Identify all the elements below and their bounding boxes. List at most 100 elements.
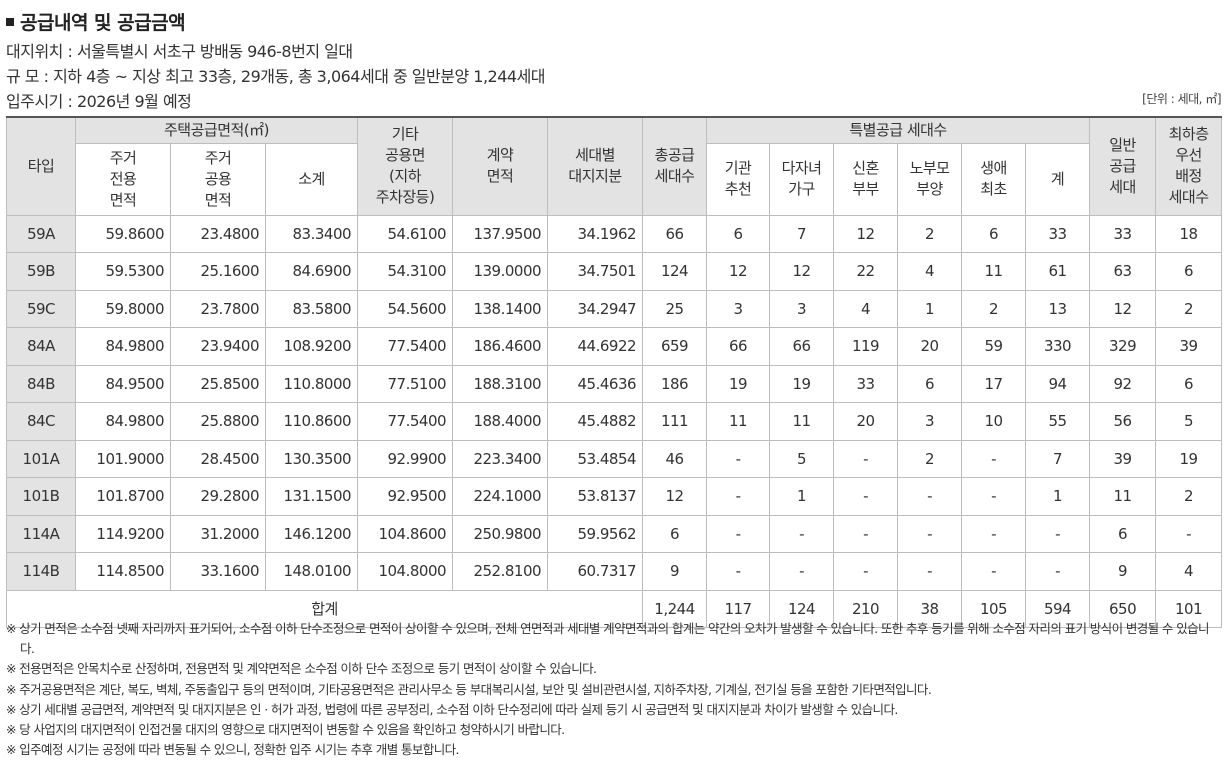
cell-exclusive: 114.8500 [75,552,171,591]
cell-contract: 139.0000 [452,252,549,291]
cell-newly: - [833,439,899,478]
cell-lowest: 39 [1155,327,1223,366]
cell-sp-total: 13 [1025,289,1091,328]
total-cell-lowest: 101 [1155,589,1223,628]
cell-multi: 19 [769,364,835,403]
cell-multi: 66 [769,327,835,366]
cell-subtotal: 84.6900 [264,252,359,291]
cell-type: 59B [6,252,76,291]
cell-inst: 19 [706,364,771,403]
cell-land: 53.4854 [547,439,644,478]
cell-sp-total: 61 [1025,252,1091,291]
location-info: 대지위치 : 서울특별시 서초구 방배동 946-8번지 일대 [6,42,353,61]
cell-newly: 119 [833,327,899,366]
cell-subtotal: 131.1500 [264,477,359,516]
cell-general: 6 [1089,514,1157,553]
cell-sp-total: - [1025,552,1091,591]
cell-elder: - [897,514,963,553]
cell-common: 28.4500 [170,439,266,478]
cell-contract: 188.4000 [452,402,549,441]
square-bullet-icon [6,17,14,26]
table-row: 114B 114.8500 33.1600 148.0100 104.8000 252.8… [6,552,1223,591]
cell-first: 59 [961,327,1027,366]
cell-sp-total: 33 [1025,214,1091,253]
cell-general: 329 [1089,327,1157,366]
cell-lowest: 2 [1155,289,1223,328]
cell-lowest: 19 [1155,439,1223,478]
cell-first: 6 [961,214,1027,253]
cell-other: 54.6100 [357,214,454,253]
cell-total: 186 [642,364,708,403]
notes: ※ 상기 면적은 소수점 넷째 자리까지 표기되어, 소수점 이하 단수조정으로… [6,619,1221,760]
cell-lowest: 6 [1155,252,1223,291]
cell-other: 77.5400 [357,402,454,441]
cell-subtotal: 130.3500 [264,439,359,478]
cell-exclusive: 84.9800 [75,402,171,441]
cell-total: 659 [642,327,708,366]
note-item: ※ 상기 면적은 소수점 넷째 자리까지 표기되어, 소수점 이하 단수조정으로… [6,621,1210,657]
cell-total: 66 [642,214,708,253]
cell-inst: 3 [706,289,771,328]
cell-exclusive: 59.8600 [75,214,171,253]
total-cell-first: 105 [961,589,1027,628]
cell-exclusive: 101.9000 [75,439,171,478]
cell-common: 33.1600 [170,552,266,591]
cell-other: 104.8600 [357,514,454,553]
total-cell-sp-total: 594 [1025,589,1091,628]
cell-contract: 223.3400 [452,439,549,478]
cell-general: 39 [1089,439,1157,478]
cell-exclusive: 59.5300 [75,252,171,291]
cell-subtotal: 110.8600 [264,402,359,441]
page-title: 공급내역 및 공급금액 [6,8,186,35]
table-row: 59C 59.8000 23.7800 83.5800 54.5600 138.1400 3… [6,289,1223,328]
move-in-info: 입주시기 : 2026년 9월 예정 [6,92,192,111]
header-housing-area: 주택공급면적(㎡) [74,116,359,144]
cell-subtotal: 146.1200 [264,514,359,553]
cell-general: 92 [1089,364,1157,403]
cell-inst: 11 [706,402,771,441]
header-type: 타입 [6,116,76,216]
cell-elder: 2 [897,214,963,253]
table-row: 84A 84.9800 23.9400 108.9200 77.5400 186.4600… [6,327,1223,366]
cell-other: 54.5600 [357,289,454,328]
cell-contract: 137.9500 [452,214,549,253]
cell-sp-total: - [1025,514,1091,553]
cell-land: 44.6922 [547,327,644,366]
total-label: 합계 [5,589,644,628]
cell-common: 31.2000 [170,514,266,553]
cell-first: 2 [961,289,1027,328]
cell-elder: - [897,477,963,516]
header-multi-child: 다자녀 가구 [769,142,835,216]
note-item: ※ 입주예정 시기는 공정에 따라 변동될 수 있으니, 정확한 입주 시기는 … [6,742,459,758]
cell-elder: 20 [897,327,963,366]
cell-total: 12 [642,477,708,516]
cell-inst: - [706,514,771,553]
header-exclusive: 주거 전용 면적 [75,142,171,216]
header-contract-area: 계약 면적 [452,116,549,216]
cell-common: 23.4800 [170,214,266,253]
cell-elder: 1 [897,289,963,328]
cell-other: 77.5400 [357,327,454,366]
cell-contract: 186.4600 [452,327,549,366]
cell-multi: 3 [769,289,835,328]
header-common: 주거 공용 면적 [170,142,266,216]
unit-label: [단위 : 세대, ㎡] [1142,92,1221,106]
header-lowest-floor: 최하층 우선 배정 세대수 [1155,116,1223,216]
cell-contract: 224.1000 [452,477,549,516]
table-row: 59B 59.5300 25.1600 84.6900 54.3100 139.0000 3… [6,252,1223,291]
cell-newly: 12 [833,214,899,253]
cell-land: 34.2947 [547,289,644,328]
cell-land: 34.7501 [547,252,644,291]
cell-type: 84A [6,327,76,366]
cell-land: 53.8137 [547,477,644,516]
header-total-supply: 총공급 세대수 [642,116,708,216]
cell-exclusive: 114.9200 [75,514,171,553]
cell-contract: 250.9800 [452,514,549,553]
cell-lowest: 2 [1155,477,1223,516]
cell-general: 63 [1089,252,1157,291]
cell-other: 77.5100 [357,364,454,403]
header-institution: 기관 추천 [706,142,771,216]
cell-newly: 33 [833,364,899,403]
total-cell-total: 1,244 [642,589,708,628]
cell-type: 114B [6,552,76,591]
